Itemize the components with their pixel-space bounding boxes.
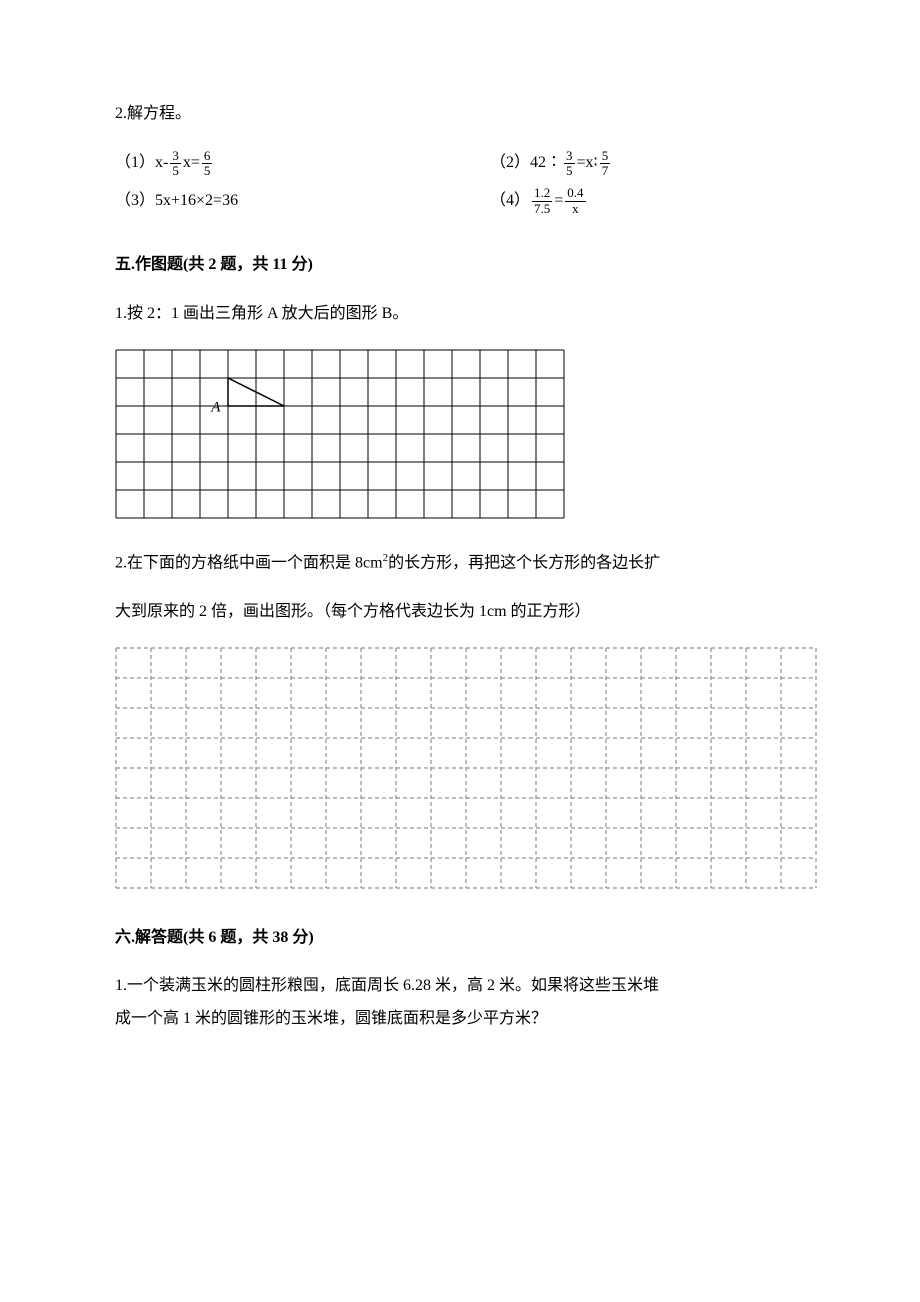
- eq2-mid: =x∶: [577, 149, 598, 178]
- eq1-prefix: （1）x-: [115, 149, 168, 178]
- eq2-prefix: （2）42∶: [490, 149, 562, 178]
- frac-num: 6: [202, 149, 213, 164]
- grid-2-container: [115, 647, 805, 889]
- grid-1-svg: A: [115, 349, 565, 519]
- question-2-title: 2.解方程。: [115, 100, 805, 129]
- grid-1-container: A: [115, 349, 805, 519]
- q2-text-b: 的长方形，再把这个长方形的各边长扩: [388, 554, 660, 571]
- section-5-q1: 1.按 2：1 画出三角形 A 放大后的图形 B。: [115, 300, 805, 329]
- frac-num: 0.4: [565, 186, 585, 201]
- equation-row-2: （3）5x+16×2=36 （4） 1.2 7.5 = 0.4 x: [115, 186, 805, 216]
- eq4-frac2: 0.4 x: [565, 186, 585, 216]
- eq2-frac1: 3 5: [564, 149, 575, 179]
- frac-den: 5: [170, 164, 181, 178]
- frac-den: 7: [600, 164, 611, 178]
- q2-text-a: 2.在下面的方格纸中画一个面积是 8cm: [115, 554, 383, 571]
- frac-den: x: [570, 202, 581, 216]
- frac-den: 5: [564, 164, 575, 178]
- equation-4: （4） 1.2 7.5 = 0.4 x: [430, 186, 805, 216]
- section-5-q2: 2.在下面的方格纸中画一个面积是 8cm2的长方形，再把这个长方形的各边长扩: [115, 549, 805, 578]
- eq3-text: （3）5x+16×2=36: [115, 187, 238, 216]
- equation-3: （3）5x+16×2=36: [115, 186, 430, 216]
- section-5-q2-line2: 大到原来的 2 倍，画出图形。（每个方格代表边长为 1cm 的正方形）: [115, 598, 805, 627]
- frac-num: 5: [600, 149, 611, 164]
- eq4-eq: =: [554, 187, 563, 216]
- section-6-q1-line2: 成一个高 1 米的圆锥形的玉米堆，圆锥底面积是多少平方米？: [115, 1005, 805, 1034]
- eq1-mid: x=: [183, 149, 200, 178]
- frac-num: 1.2: [532, 186, 552, 201]
- eq1-frac2: 6 5: [202, 149, 213, 179]
- eq4-prefix: （4）: [490, 187, 530, 216]
- frac-den: 7.5: [532, 202, 552, 216]
- section-5-heading: 五.作图题(共 2 题，共 11 分): [115, 251, 805, 280]
- equation-row-1: （1）x- 3 5 x= 6 5 （2）42∶ 3 5 =x∶ 5 7: [115, 149, 805, 179]
- grid-2-svg: [115, 647, 817, 889]
- frac-num: 3: [170, 149, 181, 164]
- svg-text:A: A: [210, 399, 221, 415]
- eq4-frac1: 1.2 7.5: [532, 186, 552, 216]
- frac-num: 3: [564, 149, 575, 164]
- equation-2: （2）42∶ 3 5 =x∶ 5 7: [430, 149, 805, 179]
- frac-den: 5: [202, 164, 213, 178]
- eq1-frac1: 3 5: [170, 149, 181, 179]
- section-6-q1-line1: 1.一个装满玉米的圆柱形粮囤，底面周长 6.28 米，高 2 米。如果将这些玉米…: [115, 972, 805, 1001]
- eq2-frac2: 5 7: [600, 149, 611, 179]
- section-6-heading: 六.解答题(共 6 题，共 38 分): [115, 924, 805, 953]
- equation-1: （1）x- 3 5 x= 6 5: [115, 149, 430, 179]
